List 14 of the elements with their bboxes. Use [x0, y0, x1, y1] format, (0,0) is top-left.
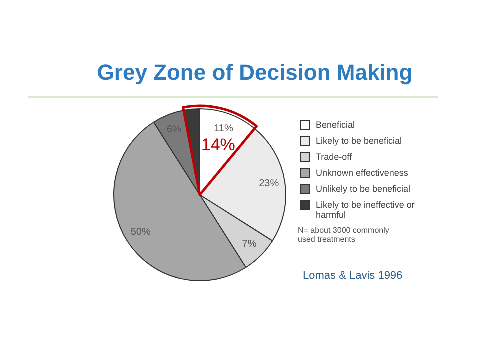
- legend-label: Likely to be ineffective or harmful: [316, 200, 416, 220]
- data-label: 11%: [214, 124, 234, 135]
- chart-title: Grey Zone of Decision Making: [96, 60, 414, 86]
- legend-label: Likely to be beneficial: [316, 136, 402, 146]
- legend-label: Unknown effectiveness: [316, 168, 408, 178]
- legend-label: Beneficial: [316, 120, 356, 130]
- text: 14%: [201, 135, 236, 154]
- data-label: 7%: [242, 238, 257, 250]
- data-label: 23%: [259, 178, 280, 190]
- legend-label: Unlikely to be beneficial: [316, 184, 411, 194]
- legend-label: Trade-off: [316, 152, 352, 162]
- text: N= about 3000 commonly used treatments: [298, 226, 390, 244]
- text: Lomas & Lavis 1996: [303, 270, 403, 282]
- data-label: 50%: [130, 227, 152, 238]
